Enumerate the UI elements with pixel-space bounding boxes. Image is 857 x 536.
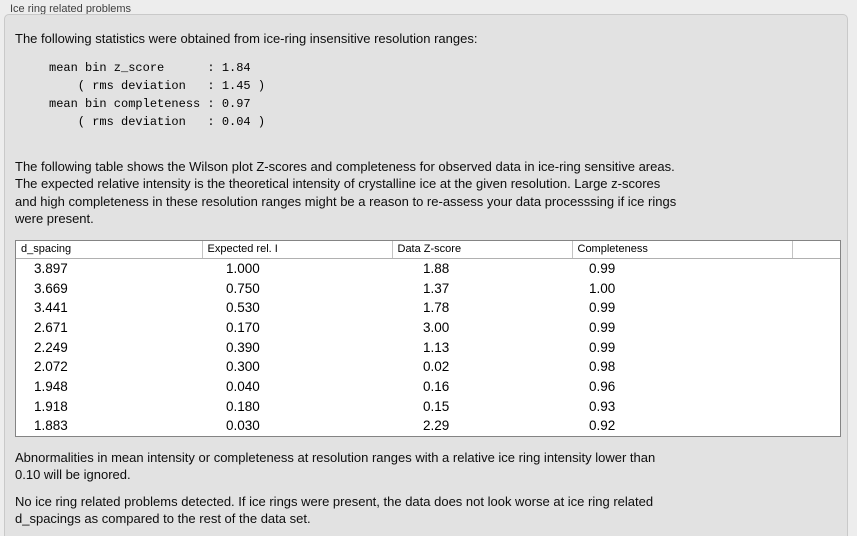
- table-cell: 0.96: [589, 378, 616, 394]
- table-cell-empty: [792, 357, 840, 377]
- table-cell: 2.29: [423, 418, 450, 434]
- table-row[interactable]: 3.897 1.000 1.88 0.99: [16, 258, 840, 278]
- table-cell: 1.883: [34, 418, 68, 434]
- table-cell: 0.390: [226, 339, 260, 355]
- table-cell: 0.180: [226, 398, 260, 414]
- table-row[interactable]: 2.072 0.300 0.02 0.98: [16, 357, 840, 377]
- table-cell: 0.750: [226, 280, 260, 296]
- table-cell-empty: [792, 377, 840, 397]
- intro-paragraph: The following statistics were obtained f…: [15, 31, 478, 46]
- table-row[interactable]: 2.249 0.390 1.13 0.99: [16, 337, 840, 357]
- table-cell: 3.00: [423, 319, 450, 335]
- table-cell: 2.072: [34, 359, 68, 375]
- table-cell: 0.170: [226, 319, 260, 335]
- table-row[interactable]: 1.918 0.180 0.15 0.93: [16, 396, 840, 416]
- table-cell: 0.530: [226, 300, 260, 316]
- table-header-row: d_spacing Expected rel. I Data Z-score Comp…: [16, 240, 840, 259]
- table-cell: 0.030: [226, 418, 260, 434]
- table-cell-empty: [792, 298, 840, 318]
- table-row[interactable]: 1.883 0.030 2.29 0.92: [16, 416, 840, 436]
- table-cell: 1.000: [226, 260, 260, 276]
- table-cell: 3.669: [34, 280, 68, 296]
- table-cell: 0.99: [589, 319, 616, 335]
- table-cell: 2.671: [34, 319, 68, 335]
- table-cell: 1.948: [34, 378, 68, 394]
- column-header[interactable]: Expected rel. I: [202, 240, 393, 259]
- table-cell: 2.249: [34, 339, 68, 355]
- table-cell: 3.897: [34, 260, 68, 276]
- table-cell: 1.37: [423, 280, 450, 296]
- table-cell: 1.00: [589, 280, 616, 296]
- table-intro-paragraph: The following table shows the Wilson plo…: [15, 158, 677, 227]
- table-cell: 0.98: [589, 359, 616, 375]
- table-cell: 0.99: [589, 300, 616, 316]
- group-box-title: Ice ring related problems: [10, 3, 132, 15]
- table-cell: 0.99: [589, 339, 616, 355]
- table-row[interactable]: 2.671 0.170 3.00 0.99: [16, 318, 840, 338]
- conclusion-paragraph: No ice ring related problems detected. I…: [15, 493, 654, 527]
- table-row[interactable]: 1.948 0.040 0.16 0.96: [16, 377, 840, 397]
- table-cell: 0.93: [589, 398, 616, 414]
- table-cell-empty: [792, 416, 840, 436]
- table-row[interactable]: 3.669 0.750 1.37 1.00: [16, 278, 840, 298]
- table-cell: 0.02: [423, 359, 450, 375]
- ignore-note-paragraph: Abnormalities in mean intensity or compl…: [15, 449, 656, 483]
- table-cell-empty: [792, 318, 840, 338]
- table-cell: 0.15: [423, 398, 450, 414]
- table-cell: 0.16: [423, 378, 450, 394]
- table-cell: 1.78: [423, 300, 450, 316]
- table-cell: 3.441: [34, 300, 68, 316]
- column-header[interactable]: Data Z-score: [392, 240, 573, 259]
- table-cell-empty: [792, 258, 840, 278]
- ice-ring-table-container: d_spacing Expected rel. I Data Z-score Comp…: [15, 239, 841, 437]
- table-cell-empty: [792, 337, 840, 357]
- table-cell: 1.13: [423, 339, 450, 355]
- table-cell: 1.918: [34, 398, 68, 414]
- table-cell-empty: [792, 278, 840, 298]
- table-cell: 1.88: [423, 260, 450, 276]
- table-cell: 0.99: [589, 260, 616, 276]
- stats-block: mean bin z_score : 1.84 ( rms deviation …: [49, 60, 266, 129]
- table-cell-empty: [792, 396, 840, 416]
- column-header-empty: [792, 240, 840, 259]
- table-cell: 0.300: [226, 359, 260, 375]
- group-box: The following statistics were obtained f…: [4, 14, 848, 536]
- ice-ring-table-body: 3.897 1.000 1.88 0.99 3.669 0.750 1.37 1.00 3.44…: [16, 258, 840, 436]
- column-header[interactable]: d_spacing: [16, 240, 203, 259]
- table-cell: 0.040: [226, 378, 260, 394]
- column-header[interactable]: Completeness: [572, 240, 793, 259]
- table-row[interactable]: 3.441 0.530 1.78 0.99: [16, 298, 840, 318]
- ice-ring-table: d_spacing Expected rel. I Data Z-score Comp…: [16, 240, 840, 436]
- table-cell: 0.92: [589, 418, 616, 434]
